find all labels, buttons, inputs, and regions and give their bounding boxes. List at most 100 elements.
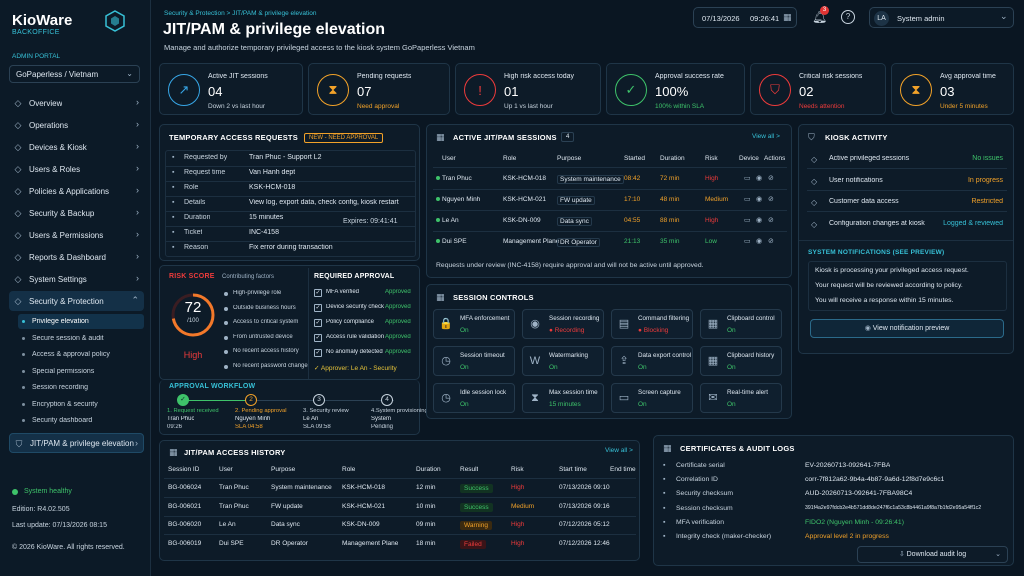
control-tile-7[interactable]: ▦ Clipboard history On — [700, 346, 782, 376]
field-label: Role — [184, 184, 199, 191]
subnav-item-4[interactable]: Session recording — [18, 380, 144, 395]
subnav-item-0[interactable]: Privilege elevation — [18, 314, 144, 329]
control-tile-1[interactable]: ◉ Session recording ● Recording — [522, 309, 604, 339]
help-icon[interactable]: ? — [841, 10, 855, 24]
control-icon: ◉ — [530, 318, 540, 330]
control-tile-5[interactable]: W Watermarking On — [522, 346, 604, 376]
stop-icon[interactable]: ⊘ — [768, 238, 774, 245]
eye-icon[interactable]: ◉ — [756, 217, 763, 224]
eye-icon[interactable]: ◉ — [756, 175, 763, 182]
risk-approval-panel: RISK SCORE Contributing factors 72 /100 … — [159, 265, 420, 380]
sidebar-item-4[interactable]: ◇ Policies & Applications › — [9, 181, 144, 201]
control-tile-3[interactable]: ▦ Clipboard control On — [700, 309, 782, 339]
policy-icon: ◇ — [14, 186, 22, 196]
row-divider — [433, 231, 787, 232]
cell-user: Le An — [219, 521, 236, 528]
table-header: Duration — [660, 155, 685, 162]
table-row[interactable] — [433, 191, 787, 210]
notification-line: You will receive a response within 15 mi… — [815, 297, 954, 304]
field-value: KSK-HCM-018 — [249, 184, 296, 191]
workflow-step-detail: SLA 04:58 — [235, 424, 263, 430]
bullet-icon — [224, 306, 228, 311]
stop-icon[interactable]: ⊘ — [768, 175, 774, 182]
chart-icon: ◇ — [14, 252, 22, 262]
section-title: KIOSK ACTIVITY — [825, 133, 888, 142]
table-header: Risk — [511, 466, 524, 473]
last-update: Last update: 07/13/2026 08:15 — [12, 522, 107, 529]
gear-icon: ◇ — [811, 219, 818, 229]
notification-line: Your request will be reviewed according … — [815, 282, 963, 289]
app-subtitle: BACKOFFICE — [12, 29, 60, 36]
subnav-item-5[interactable]: Encryption & security — [18, 397, 144, 412]
cell-user: Nguyen Minh — [442, 196, 481, 203]
cell-purpose: System maintenance — [271, 484, 332, 491]
table-row[interactable] — [433, 233, 787, 252]
control-icon: ▦ — [707, 318, 719, 330]
workflow-progress — [184, 400, 254, 401]
portal-select[interactable]: GoPaperless / Vietnam ⌄ — [9, 65, 140, 83]
eye-icon[interactable]: ◉ — [756, 196, 763, 203]
sidebar-item-9[interactable]: ◇ Security & Protection ⌃ — [9, 291, 144, 311]
sidebar-item-8[interactable]: ◇ System Settings › — [9, 269, 144, 289]
field-icon: ▪ — [172, 214, 175, 221]
table-header: Duration — [416, 466, 441, 473]
row-divider — [164, 497, 636, 498]
sidebar-item-0[interactable]: ◇ Overview › — [9, 93, 144, 113]
field-label: Request time — [184, 169, 226, 176]
view-notification-preview-button[interactable]: ◉ View notification preview — [810, 319, 1004, 338]
chevron-down-icon: ⌄ — [995, 551, 1001, 558]
chevron-right-icon: › — [136, 251, 139, 261]
control-tile-6[interactable]: ⇪ Data export control On — [611, 346, 693, 376]
sidebar-item-2[interactable]: ◇ Devices & Kiosk › — [9, 137, 144, 157]
approval-title: REQUIRED APPROVAL — [314, 273, 395, 280]
audit-field-value: EV-20260713-092641-7FBA — [805, 462, 891, 469]
control-value: On — [460, 327, 469, 334]
row-divider — [433, 210, 787, 211]
control-tile-11[interactable]: ✉ Real-time alert On — [700, 383, 782, 413]
audit-field-label: MFA verification — [676, 518, 724, 526]
approver-text: ✓ Approver: Le An - Security — [314, 365, 397, 372]
subnav-item-6[interactable]: Security dashboard — [18, 413, 144, 428]
nav-jit-pam[interactable]: ⛉ JIT/PAM & privilege elevation › — [9, 433, 144, 453]
activity-label: Active privileged sessions — [829, 155, 910, 162]
cell-risk: High — [511, 484, 525, 491]
sidebar-item-3[interactable]: ◇ Users & Roles › — [9, 159, 144, 179]
users-icon: ◇ — [14, 164, 22, 174]
cell-role: KSK-HCM-018 — [342, 484, 385, 491]
user-menu[interactable]: LA System admin ⌄ — [869, 7, 1014, 28]
cell-role: KSK-HCM-018 — [503, 175, 546, 182]
sidebar-item-6[interactable]: ◇ Users & Permissions › — [9, 225, 144, 245]
download-audit-log-button[interactable]: ⇩ Download audit log ⌄ — [857, 546, 1008, 563]
table-header: Purpose — [557, 155, 582, 162]
subnav-label: Security dashboard — [32, 417, 93, 424]
control-tile-0[interactable]: 🔒 MFA enforcement On — [433, 309, 515, 339]
sidebar-item-7[interactable]: ◇ Reports & Dashboard › — [9, 247, 144, 267]
notification-bell[interactable]: 🔔︎ 3 — [812, 6, 829, 25]
subnav-item-3[interactable]: Special permissions — [18, 364, 144, 379]
cell-role: KSK-HCM-021 — [503, 196, 546, 203]
cell-user: Dui SPE — [219, 539, 244, 547]
subnav-item-1[interactable]: Secure session & audit — [18, 331, 144, 346]
sidebar-item-5[interactable]: ◇ Security & Backup › — [9, 203, 144, 223]
table-row[interactable] — [433, 212, 787, 231]
control-tile-8[interactable]: ◷ Idle session lock On — [433, 383, 515, 413]
control-icon: ⧗ — [531, 392, 539, 404]
view-all-link[interactable]: View all > — [605, 447, 633, 454]
grid-icon: ▦ — [436, 132, 445, 142]
control-tile-9[interactable]: ⧗ Max session time 15 minutes — [522, 383, 604, 413]
control-tile-10[interactable]: ▭ Screen capture On — [611, 383, 693, 413]
stop-icon[interactable]: ⊘ — [768, 196, 774, 203]
control-tile-2[interactable]: ▤ Command filtering ● Blocking — [611, 309, 693, 339]
sidebar-item-1[interactable]: ◇ Operations › — [9, 115, 144, 135]
view-all-link[interactable]: View all > — [752, 133, 780, 140]
breadcrumb[interactable]: Security & Protection > JIT/PAM & privil… — [164, 10, 317, 17]
checkbox-icon: ✓ — [314, 304, 322, 312]
eye-icon[interactable]: ◉ — [756, 238, 763, 245]
stop-icon[interactable]: ⊘ — [768, 217, 774, 224]
approval-status: Approved — [385, 334, 411, 340]
control-tile-4[interactable]: ◷ Session timeout On — [433, 346, 515, 376]
subnav-item-2[interactable]: Access & approval policy — [18, 347, 144, 362]
bullet-icon — [22, 369, 25, 373]
risk-factor: Outside business hours — [233, 304, 296, 311]
control-label: MFA enforcement — [460, 315, 510, 322]
